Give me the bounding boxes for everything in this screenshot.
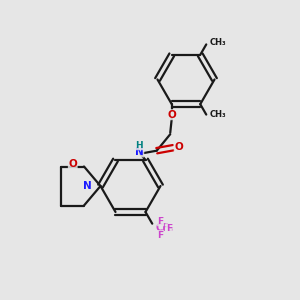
Text: F: F <box>158 231 164 240</box>
Text: O: O <box>68 159 77 169</box>
Text: H: H <box>136 141 143 150</box>
Text: F: F <box>158 217 164 226</box>
Text: O: O <box>167 110 176 120</box>
Text: N: N <box>135 147 144 157</box>
Text: F: F <box>166 224 172 233</box>
Text: CH₃: CH₃ <box>209 38 226 47</box>
Text: CF₃: CF₃ <box>155 223 173 233</box>
Text: CH₃: CH₃ <box>210 110 226 119</box>
Text: O: O <box>174 142 183 152</box>
Text: N: N <box>83 181 92 191</box>
